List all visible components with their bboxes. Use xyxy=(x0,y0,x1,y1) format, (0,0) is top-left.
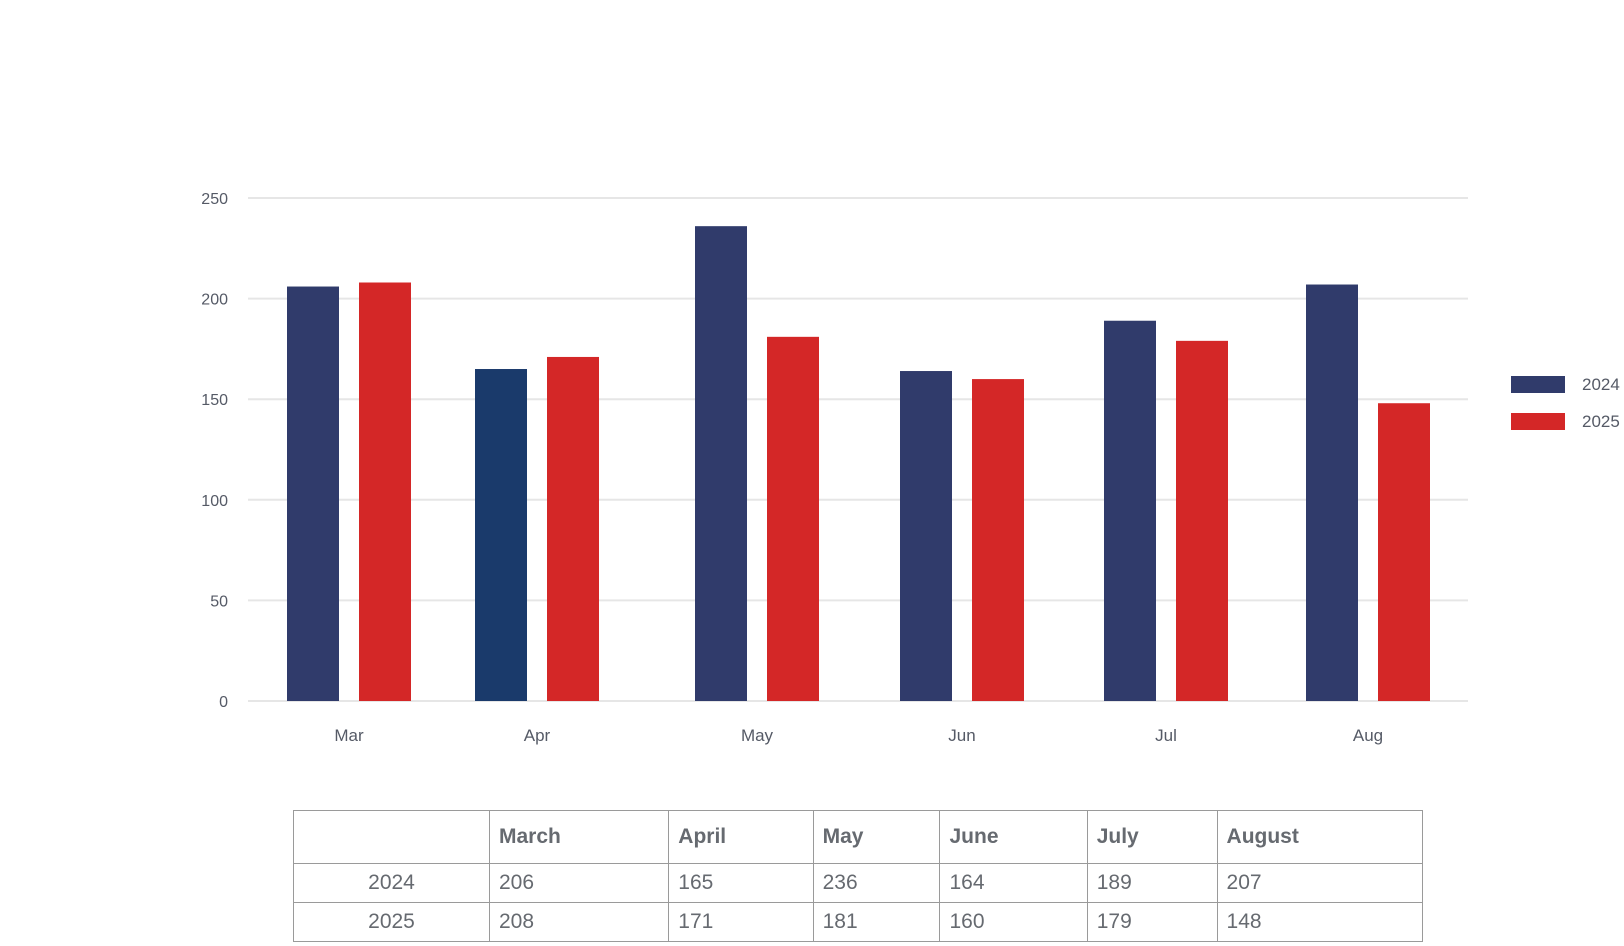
legend-label-2024[interactable]: 2024 xyxy=(1582,375,1620,394)
table-header-cell: April xyxy=(668,810,814,864)
y-tick-label: 250 xyxy=(201,191,228,208)
table-row: 2024 206 165 236 164 189 207 xyxy=(293,863,1424,903)
y-tick-label: 50 xyxy=(210,593,228,610)
table-cell: 236 xyxy=(812,863,941,903)
x-axis-ticks: Mar Apr May Jun Jul Aug xyxy=(334,726,1383,745)
table-cell: 189 xyxy=(1086,863,1218,903)
bar-2025-jun xyxy=(972,379,1024,701)
legend-swatch-2025[interactable] xyxy=(1511,413,1565,430)
table-header-cell xyxy=(293,810,490,864)
bar-2025-apr xyxy=(547,356,599,701)
y-axis-ticks: 0 50 100 150 200 250 xyxy=(201,191,228,711)
bar-2025-aug xyxy=(1378,403,1430,701)
bar-2024-jun xyxy=(900,371,952,701)
table-row-header: 2025 xyxy=(293,902,490,942)
table-cell: 208 xyxy=(488,902,670,942)
table-cell: 171 xyxy=(668,902,814,942)
table-cell: 206 xyxy=(488,863,670,903)
x-tick-label: Apr xyxy=(524,726,551,745)
y-tick-label: 100 xyxy=(201,493,228,510)
table-cell: 181 xyxy=(812,902,941,942)
bar-2025-mar xyxy=(359,282,411,701)
x-tick-label: Jun xyxy=(948,726,975,745)
table-row-header: 2024 xyxy=(293,863,490,903)
table-header-cell: July xyxy=(1086,810,1218,864)
table-header-cell: August xyxy=(1216,810,1424,864)
data-table: March April May June July August 2024 20… xyxy=(293,810,1424,942)
bar-2024-may xyxy=(695,226,747,701)
x-tick-label: Jul xyxy=(1155,726,1177,745)
table-header-cell: June xyxy=(939,810,1088,864)
bar-2024-apr xyxy=(475,369,527,701)
table-cell: 165 xyxy=(668,863,814,903)
table-cell: 207 xyxy=(1216,863,1424,903)
grid-lines xyxy=(248,197,1468,702)
y-tick-label: 150 xyxy=(201,392,228,409)
bar-2025-may xyxy=(767,336,819,701)
table-header-cell: May xyxy=(812,810,941,864)
legend-label-2025[interactable]: 2025 xyxy=(1582,412,1620,431)
x-tick-label: Mar xyxy=(334,726,364,745)
legend[interactable]: 2024 2025 xyxy=(1511,375,1620,431)
y-tick-label: 0 xyxy=(219,694,228,711)
table-cell: 148 xyxy=(1216,902,1424,942)
table-row: 2025 208 171 181 160 179 148 xyxy=(293,902,1424,942)
legend-swatch-2024[interactable] xyxy=(1511,376,1565,393)
table-header-row: March April May June July August xyxy=(293,810,1424,864)
y-tick-label: 200 xyxy=(201,292,228,309)
x-tick-label: May xyxy=(741,726,774,745)
table-cell: 160 xyxy=(939,902,1088,942)
table-cell: 179 xyxy=(1086,902,1218,942)
x-tick-label: Aug xyxy=(1353,726,1383,745)
table-header-cell: March xyxy=(488,810,670,864)
table-cell: 164 xyxy=(939,863,1088,903)
bar-2024-jul xyxy=(1104,320,1156,701)
bar-2024-mar xyxy=(287,286,339,701)
bar-2024-aug xyxy=(1306,284,1358,701)
bar-2025-jul xyxy=(1176,340,1228,701)
bars xyxy=(287,226,1430,701)
